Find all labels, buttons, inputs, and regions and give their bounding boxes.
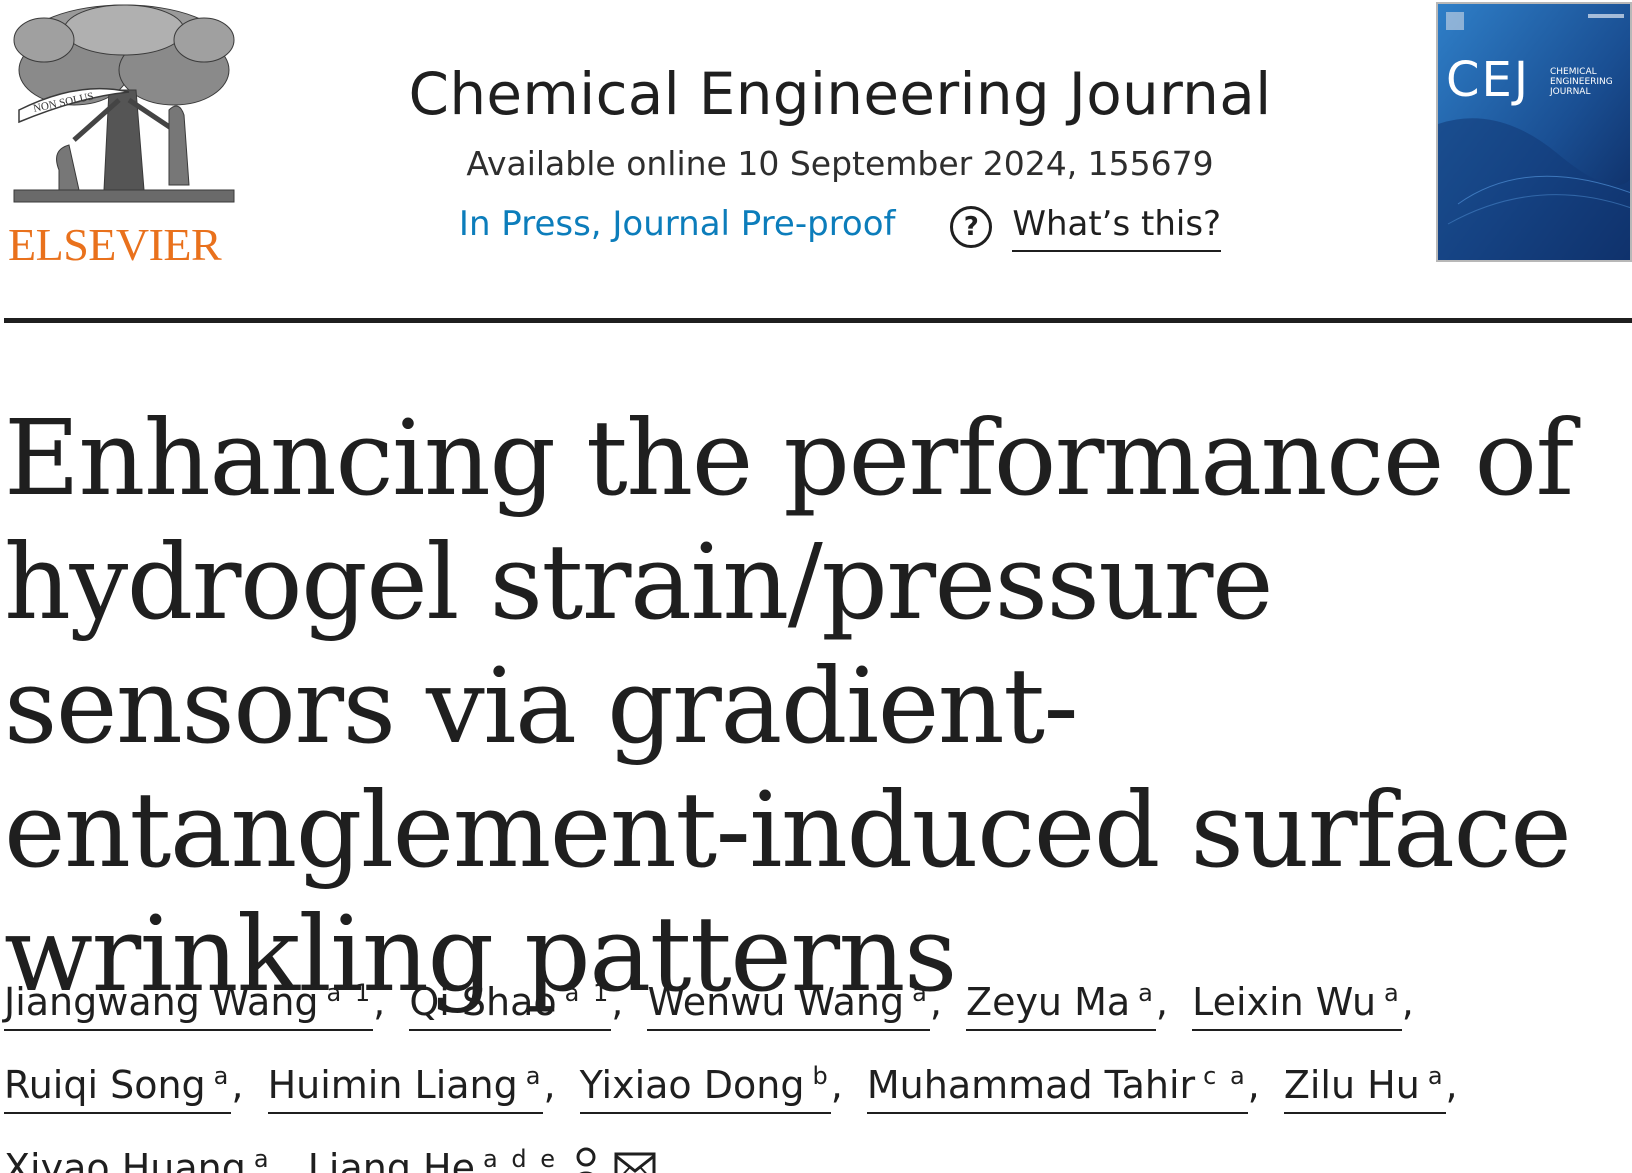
- author-name: Qi Shao: [409, 980, 557, 1024]
- author-separator: ,: [373, 980, 386, 1024]
- availability-date: Available online 10 September 2024, 1556…: [466, 144, 1214, 183]
- author-affiliation: a: [213, 1062, 232, 1090]
- article-status-link[interactable]: In Press, Journal Pre-proof: [458, 204, 896, 244]
- publisher-name: ELSEVIER: [8, 219, 222, 270]
- author-name: Zeyu Ma: [966, 980, 1131, 1024]
- author-affiliation: a: [525, 1062, 544, 1090]
- author-link[interactable]: Muhammad Tahir c a: [866, 1062, 1248, 1114]
- whats-this-label: What’s this?: [1012, 202, 1222, 252]
- journal-info: Chemical Engineering Journal Available o…: [330, 0, 1350, 252]
- author-affiliation: a: [1427, 1062, 1446, 1090]
- author-affiliation: a: [912, 979, 930, 1007]
- author-name: Zilu Hu: [1283, 1063, 1420, 1107]
- author-separator: ,: [1445, 1063, 1458, 1107]
- author-name: Jiangwang Wang: [4, 980, 319, 1024]
- author-link[interactable]: Xiyao Huang a: [4, 1145, 272, 1173]
- cover-subtitle-3: JOURNAL: [1549, 87, 1590, 97]
- author-link[interactable]: Zilu Hu a: [1283, 1062, 1446, 1114]
- article-status-row: In Press, Journal Pre-proof ? What’s thi…: [330, 202, 1350, 252]
- author-name: Wenwu Wang: [647, 980, 905, 1024]
- author-list: Jiangwang Wang a 1, Qi Shao a 1, Wenwu Wan…: [4, 956, 1624, 1173]
- author-separator: ,: [929, 980, 942, 1024]
- article-title: Enhancing the performance of hydrogel st…: [4, 397, 1574, 1015]
- author-affiliation: a: [1384, 979, 1402, 1007]
- author-affiliation: a: [253, 1145, 272, 1173]
- author-affiliation: b: [812, 1062, 831, 1090]
- author-link[interactable]: Wenwu Wang a: [647, 979, 930, 1031]
- author-separator: ,: [1247, 1063, 1260, 1107]
- author-affiliation: a d e: [483, 1145, 558, 1173]
- author-affiliation: a: [1138, 979, 1156, 1007]
- author-separator: ,: [830, 1063, 843, 1107]
- elsevier-logo[interactable]: NON SOLUS: [4, 0, 240, 270]
- author-name: Yixiao Dong: [579, 1063, 805, 1107]
- author-name: Xiyao Huang: [4, 1146, 246, 1173]
- author-link[interactable]: Ruiqi Song a: [4, 1062, 232, 1114]
- whats-this-button[interactable]: ? What’s this?: [950, 202, 1222, 252]
- journal-title[interactable]: Chemical Engineering Journal: [408, 60, 1272, 128]
- journal-cover-image[interactable]: CEJ CHEMICAL ENGINEERING JOURNAL: [1436, 2, 1632, 262]
- header-divider: [4, 318, 1632, 323]
- author-affiliation: a 1: [564, 979, 612, 1007]
- tree-icon: NON SOLUS: [13, 4, 235, 203]
- author-affiliation: a 1: [326, 979, 374, 1007]
- author-name: Ruiqi Song: [4, 1063, 206, 1107]
- author-separator: ,: [543, 1063, 556, 1107]
- corresponding-author-link[interactable]: Liang He a d e: [307, 1145, 656, 1173]
- author-separator: ,: [231, 1063, 244, 1107]
- author-separator: ,: [1155, 980, 1168, 1024]
- cover-abbr: CEJ: [1446, 52, 1530, 108]
- person-icon: [576, 1147, 596, 1173]
- author-name: Muhammad Tahir: [866, 1063, 1196, 1107]
- cover-subtitle-1: CHEMICAL: [1550, 67, 1597, 77]
- author-link[interactable]: Jiangwang Wang a 1: [4, 979, 374, 1031]
- cover-subtitle-2: ENGINEERING: [1550, 77, 1613, 87]
- author-name: Liang He: [307, 1146, 476, 1173]
- article-header: NON SOLUS ELSEVIER Chemical Engineering …: [0, 0, 1632, 300]
- author-link[interactable]: Leixin Wu a: [1192, 979, 1402, 1031]
- author-link[interactable]: Huimin Liang a: [267, 1062, 544, 1114]
- author-name: Huimin Liang: [267, 1063, 518, 1107]
- author-link[interactable]: Yixiao Dong b: [579, 1062, 831, 1114]
- question-circle-icon: ?: [950, 206, 993, 248]
- envelope-icon: [614, 1152, 656, 1173]
- author-link[interactable]: Zeyu Ma a: [966, 979, 1156, 1031]
- author-affiliation: c a: [1203, 1062, 1248, 1090]
- author-separator: ,: [1401, 980, 1414, 1024]
- author-name: Leixin Wu: [1192, 980, 1377, 1024]
- author-link[interactable]: Qi Shao a 1: [409, 979, 612, 1031]
- author-separator: ,: [271, 1146, 284, 1173]
- author-separator: ,: [611, 980, 624, 1024]
